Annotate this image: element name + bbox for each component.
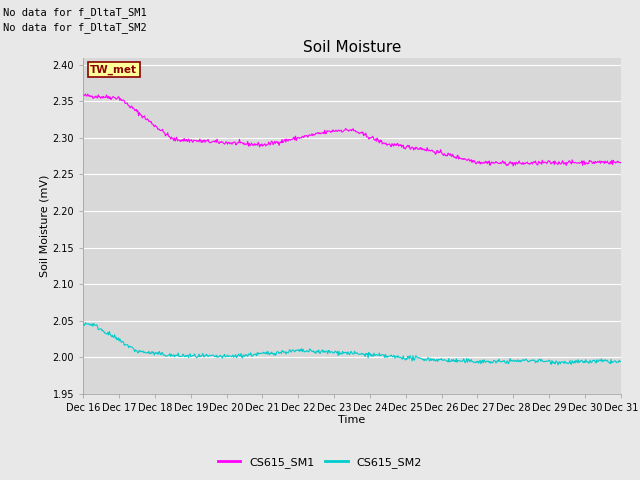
Title: Soil Moisture: Soil Moisture [303, 40, 401, 55]
Legend: CS615_SM1, CS615_SM2: CS615_SM1, CS615_SM2 [214, 452, 426, 472]
Text: No data for f_DltaT_SM1: No data for f_DltaT_SM1 [3, 7, 147, 18]
Text: TW_met: TW_met [90, 64, 137, 75]
Text: No data for f_DltaT_SM2: No data for f_DltaT_SM2 [3, 22, 147, 33]
X-axis label: Time: Time [339, 415, 365, 425]
Y-axis label: Soil Moisture (mV): Soil Moisture (mV) [40, 174, 50, 277]
